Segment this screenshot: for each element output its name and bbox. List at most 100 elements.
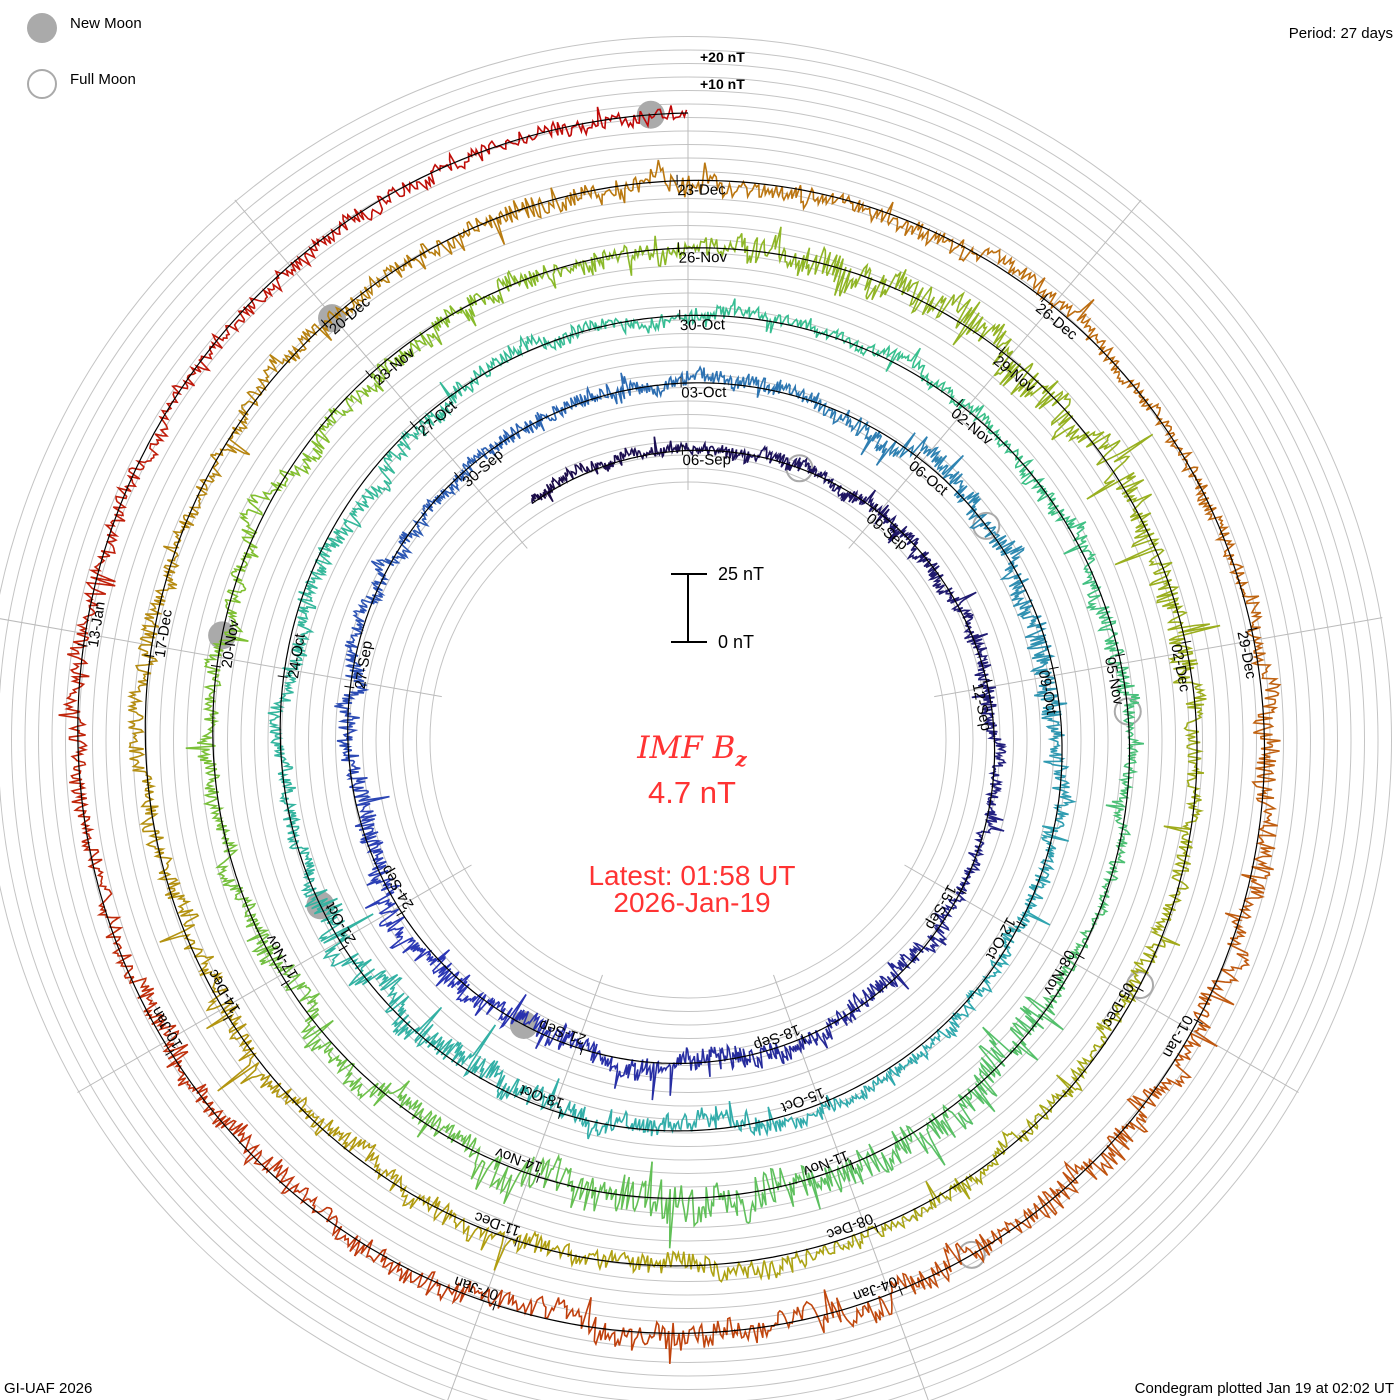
bz-trace-segment [750, 1106, 798, 1138]
bz-trace-segment [973, 805, 1005, 845]
date-tick [874, 1222, 879, 1233]
bz-trace-segment [1224, 880, 1266, 955]
bz-trace-segment [400, 1185, 457, 1226]
bz-trace-segment [956, 491, 996, 530]
bz-trace-segment [761, 226, 818, 277]
bz-trace-segment [936, 381, 985, 423]
bz-trace-segment [869, 961, 910, 994]
bz-trace-segment [383, 331, 435, 374]
date-tick [409, 421, 417, 430]
bz-trace-segment [957, 1057, 998, 1125]
bz-trace-segment [474, 994, 527, 1030]
bz-trace-segment [444, 1122, 486, 1190]
bz-trace-segment [593, 1161, 653, 1213]
bz-trace-segment [738, 1042, 784, 1069]
bz-trace-segment [414, 948, 454, 987]
grid-circle [38, 90, 1338, 1390]
bz-trace-segment [202, 768, 225, 827]
bz-trace-segment [461, 443, 500, 478]
bz-trace-segment [847, 337, 898, 373]
bz-trace-segment [839, 1075, 884, 1109]
bz-trace-segment [269, 452, 320, 495]
bz-trace-segment [1039, 825, 1069, 871]
bz-trace-segment [512, 187, 579, 221]
bz-trace-segment [898, 942, 937, 969]
date-tick [898, 1285, 903, 1296]
bz-trace-segment [814, 1009, 850, 1049]
bz-trace-segment [419, 1271, 491, 1307]
bz-trace-segment [81, 841, 113, 912]
bz-trace-segment [984, 526, 1025, 572]
bz-trace-segment [457, 353, 504, 394]
bz-trace-segment [563, 1297, 631, 1347]
date-tick [344, 685, 355, 689]
bz-trace-segment [224, 547, 259, 604]
full-moon-legend-icon [27, 69, 57, 99]
bz-trace-segment [1104, 632, 1131, 687]
reference-spiral [77, 112, 1266, 1334]
bz-trace-segment [329, 952, 387, 987]
date-label: 01-Jan [1159, 1012, 1196, 1060]
bz-trace-segment [639, 105, 688, 129]
date-tick [1048, 666, 1059, 670]
bz-trace-segment [364, 878, 401, 927]
grid-radial-line [773, 974, 929, 1400]
bz-trace-segment [1173, 681, 1207, 741]
bz-trace-segment [1070, 1019, 1112, 1080]
bz-trace-segment [1086, 584, 1118, 635]
bz-trace-segment [353, 1239, 424, 1288]
bz-trace-segment [193, 951, 234, 1014]
bz-trace-segment [987, 733, 1008, 772]
bz-trace-segment [282, 814, 313, 861]
period-label: Period: 27 days [1289, 25, 1393, 42]
bz-trace-segment [919, 1020, 959, 1061]
bz-trace-segment [126, 703, 146, 772]
bz-trace-segment [557, 462, 592, 487]
bz-trace-segment [366, 839, 389, 886]
bz-trace-segment [126, 421, 169, 488]
date-label: 26-Nov [678, 249, 727, 267]
bz-trace-segment [1043, 734, 1070, 781]
bz-trace-segment [1079, 891, 1110, 941]
grid-radial-line [934, 617, 1383, 698]
bz-trace-segment [1033, 1073, 1083, 1121]
footer-credit: GI-UAF 2026 [4, 1380, 93, 1397]
bz-trace-segment [978, 1022, 1039, 1077]
bz-trace-segment [489, 1289, 565, 1319]
date-tick [338, 945, 348, 952]
grid-circle [24, 76, 1352, 1400]
date-tick [1181, 640, 1192, 644]
bz-trace-segment [896, 347, 940, 391]
date-label: 15-Oct [778, 1084, 827, 1116]
bz-trace-segment [1246, 607, 1272, 677]
bz-trace-segment [493, 420, 535, 452]
bz-trace-segment [567, 1101, 613, 1140]
grid-circle [0, 49, 1379, 1400]
bz-trace-segment [291, 306, 348, 360]
bz-trace-segment [577, 175, 643, 206]
bz-trace-segment [946, 591, 977, 631]
bz-trace-segment [780, 1031, 818, 1065]
bz-trace-segment [777, 379, 822, 410]
bz-trace-segment [1052, 778, 1077, 826]
bz-trace-segment [763, 1245, 826, 1280]
bz-trace-segment [927, 565, 955, 599]
bz-trace-segment [702, 1177, 757, 1224]
date-tick [320, 319, 329, 328]
bz-trace-segment [647, 307, 699, 334]
bz-trace-segment [313, 897, 374, 960]
bz-trace-segment [58, 695, 89, 770]
date-tick [165, 1049, 175, 1056]
bz-trace-segment [978, 412, 1019, 454]
bz-trace-segment [246, 929, 295, 978]
bz-trace-segment [771, 184, 841, 211]
full-moon-marker [1113, 697, 1142, 726]
bz-trace-segment [307, 1195, 361, 1257]
bz-trace-segment [853, 417, 898, 466]
date-tick [536, 1172, 541, 1183]
bz-trace-segment [200, 304, 256, 360]
bz-trace-segment [1167, 621, 1221, 684]
bz-trace-segment [650, 370, 695, 399]
bz-trace-segment [1118, 736, 1145, 791]
